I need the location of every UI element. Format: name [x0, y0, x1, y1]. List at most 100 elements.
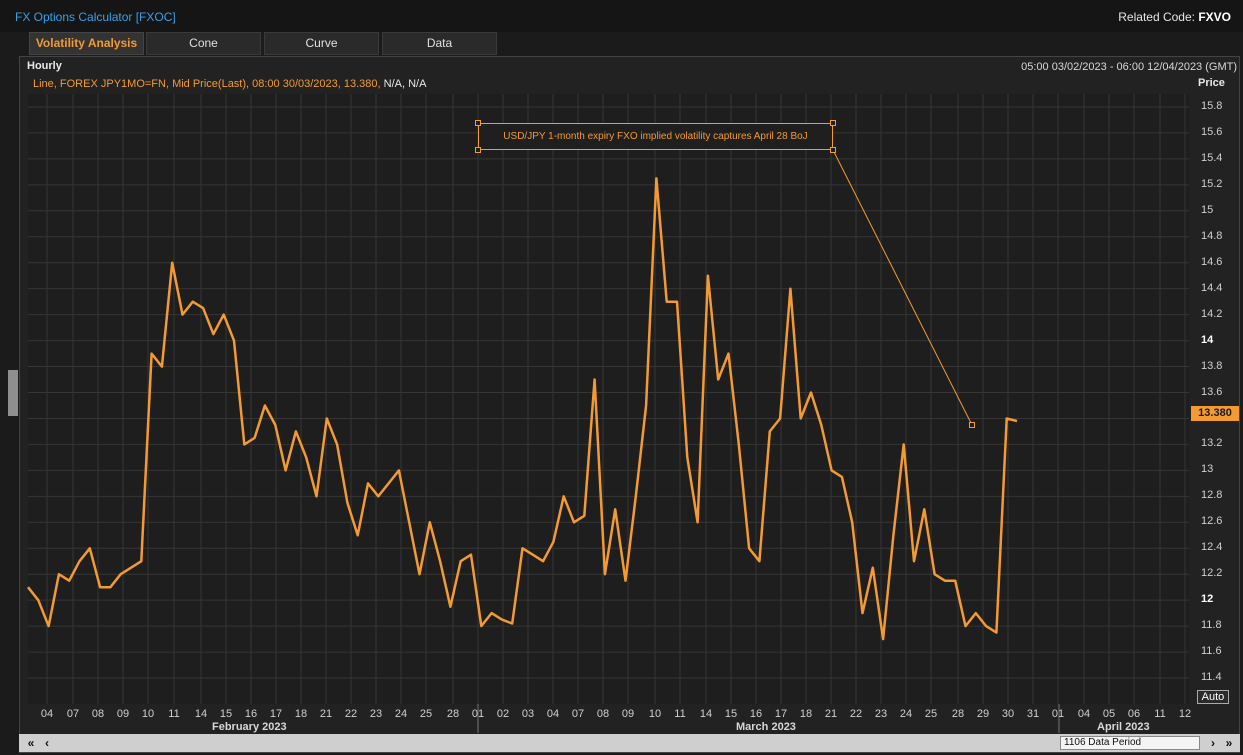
y-tick-label: 11.4 — [1201, 671, 1222, 684]
x-tick-label: 18 — [294, 708, 308, 720]
y-tick-label: 12.2 — [1201, 567, 1223, 580]
y-tick-label: 12.8 — [1201, 489, 1223, 502]
y-tick-label: 11.8 — [1201, 619, 1222, 632]
x-tick-label: 22 — [344, 708, 358, 720]
x-tick-label: 23 — [369, 708, 383, 720]
right-arrow-icon[interactable]: › — [1211, 736, 1215, 750]
related-code: Related Code: FXVO — [1118, 10, 1231, 24]
x-tick-label: 31 — [1026, 708, 1040, 720]
annotation-handle-tl[interactable] — [475, 120, 481, 126]
x-tick-label: 12 — [1178, 708, 1192, 720]
x-tick-label: 23 — [874, 708, 888, 720]
y-axis-title: Price — [1198, 77, 1225, 89]
x-tick-label: 10 — [141, 708, 155, 720]
y-tick-label: 13 — [1201, 463, 1214, 476]
y-tick-label: 14 — [1201, 333, 1214, 346]
chart-grid — [28, 94, 1189, 733]
x-tick-label: 17 — [269, 708, 283, 720]
x-tick-label: 30 — [1001, 708, 1015, 720]
y-tick-label: 12 — [1201, 593, 1214, 606]
last-value-badge: 13.380 — [1191, 406, 1239, 421]
related-code-label: Related Code: — [1118, 10, 1195, 24]
x-tick-label: 21 — [319, 708, 333, 720]
title-bar — [0, 0, 1243, 32]
x-tick-label: 17 — [774, 708, 788, 720]
double-right-arrow-icon[interactable]: » — [1225, 736, 1233, 750]
x-tick-label: 18 — [799, 708, 813, 720]
plot-area — [28, 94, 1189, 704]
x-tick-label: 11 — [168, 708, 180, 720]
side-panel-handle[interactable] — [8, 370, 18, 416]
x-tick-label: 24 — [899, 708, 913, 720]
date-range: 05:00 03/02/2023 - 06:00 12/04/2023 (GMT… — [1021, 61, 1237, 73]
y-tick-label: 13.2 — [1201, 437, 1223, 450]
x-tick-label: 15 — [219, 708, 233, 720]
x-tick-label: 03 — [521, 708, 535, 720]
x-tick-label: 09 — [621, 708, 635, 720]
tab-curve[interactable]: Curve — [264, 32, 379, 55]
left-arrow-icon[interactable]: ‹ — [45, 736, 49, 750]
related-code-value[interactable]: FXVO — [1198, 10, 1231, 24]
x-tick-label: 22 — [849, 708, 863, 720]
legend-na: N/A, N/A — [383, 78, 427, 90]
x-tick-label: 04 — [546, 708, 560, 720]
x-tick-label: 04 — [1077, 708, 1091, 720]
y-tick-label: 14.2 — [1201, 307, 1223, 320]
y-tick-label: 14.4 — [1201, 281, 1223, 294]
x-tick-label: 10 — [648, 708, 662, 720]
x-tick-label: 05 — [1102, 708, 1116, 720]
x-tick-label: 25 — [924, 708, 938, 720]
x-tick-label: 25 — [419, 708, 433, 720]
chart-annotation[interactable]: USD/JPY 1-month expiry FXO implied volat… — [478, 123, 833, 150]
y-tick-label: 15.6 — [1201, 125, 1223, 138]
interval-label[interactable]: Hourly — [27, 60, 62, 72]
y-tick-label: 12.6 — [1201, 515, 1223, 528]
series-line-jpy1mo — [27, 177, 1018, 641]
x-tick-label: 07 — [571, 708, 585, 720]
y-tick-label: 13.6 — [1201, 385, 1223, 398]
annotation-handle-bl[interactable] — [475, 147, 481, 153]
x-tick-label: 11 — [1154, 708, 1166, 720]
x-tick-label: 08 — [91, 708, 105, 720]
y-tick-label: 15 — [1201, 203, 1214, 216]
y-tick-label: 11.6 — [1201, 645, 1222, 658]
auto-scale-button[interactable]: Auto — [1197, 690, 1229, 704]
x-tick-label: 07 — [66, 708, 80, 720]
x-tick-label: 06 — [1127, 708, 1141, 720]
x-tick-label: 11 — [674, 708, 686, 720]
x-tick-label: 01 — [471, 708, 485, 720]
x-tick-label: 28 — [446, 708, 460, 720]
x-month-apr: April 2023 — [1097, 721, 1150, 733]
annotation-connector-line — [832, 149, 973, 426]
x-tick-label: 16 — [749, 708, 763, 720]
x-month-mar: March 2023 — [736, 721, 796, 733]
app-title[interactable]: FX Options Calculator [FXOC] — [15, 10, 176, 24]
data-period-field[interactable]: 1106 Data Period — [1060, 736, 1200, 750]
x-tick-label: 21 — [824, 708, 838, 720]
x-month-feb: February 2023 — [212, 721, 287, 733]
annotation-anchor-handle[interactable] — [969, 422, 975, 428]
x-tick-label: 08 — [596, 708, 610, 720]
tab-data[interactable]: Data — [382, 32, 497, 55]
x-tick-label: 14 — [194, 708, 208, 720]
y-tick-label: 13.8 — [1201, 359, 1223, 372]
double-left-arrow-icon[interactable]: « — [27, 736, 35, 750]
y-tick-label: 14.8 — [1201, 229, 1223, 242]
tab-volatility-analysis[interactable]: Volatility Analysis — [29, 32, 144, 55]
time-scrollbar[interactable] — [19, 734, 1240, 752]
x-tick-label: 29 — [976, 708, 990, 720]
annotation-handle-tr[interactable] — [830, 120, 836, 126]
x-tick-label: 14 — [699, 708, 713, 720]
x-tick-label: 04 — [40, 708, 54, 720]
y-tick-label: 15.8 — [1201, 99, 1223, 112]
annotation-handle-br[interactable] — [830, 147, 836, 153]
chart-series — [27, 177, 1018, 641]
x-tick-label: 09 — [116, 708, 130, 720]
x-tick-label: 01 — [1051, 708, 1065, 720]
x-tick-label: 24 — [394, 708, 408, 720]
x-tick-label: 02 — [496, 708, 510, 720]
tab-cone[interactable]: Cone — [146, 32, 261, 55]
series-legend: Line, FOREX JPY1MO=FN, Mid Price(Last), … — [33, 78, 426, 90]
x-tick-label: 28 — [951, 708, 965, 720]
